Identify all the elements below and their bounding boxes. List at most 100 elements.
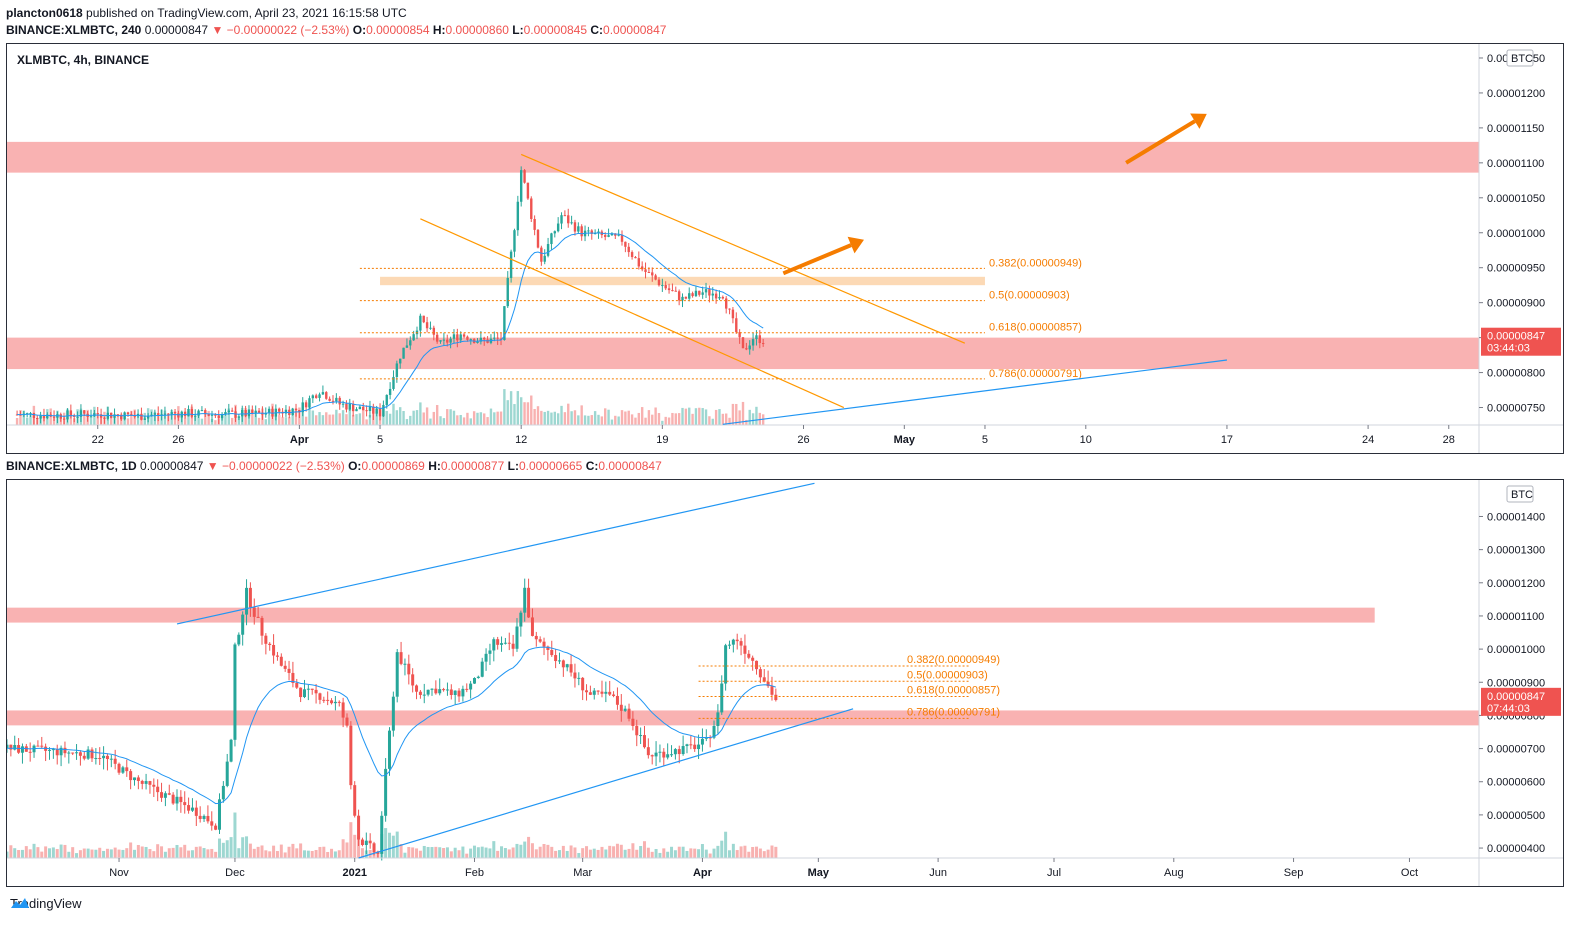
volume-bar bbox=[230, 417, 234, 425]
volume-bar bbox=[581, 848, 585, 858]
candle-body bbox=[46, 414, 49, 419]
chart-1d[interactable]: 0.382(0.00000949) 0.5(0.00000903) 0.618(0.… bbox=[6, 479, 1564, 887]
volume-bar bbox=[708, 416, 711, 425]
chart2-close: 0.00000847 bbox=[598, 459, 662, 473]
candle-body bbox=[466, 336, 469, 340]
volume-bar bbox=[617, 416, 620, 425]
candle-body bbox=[445, 689, 449, 691]
candle-body bbox=[573, 672, 577, 679]
candle-body bbox=[667, 288, 671, 291]
volume-bar bbox=[681, 846, 685, 858]
time-tick-label: 12 bbox=[515, 434, 527, 446]
volume-bar bbox=[693, 848, 697, 858]
candle-body bbox=[387, 730, 391, 769]
candle-body bbox=[565, 664, 569, 668]
candle-body bbox=[484, 653, 488, 662]
chart-4h-canvas[interactable]: 0.382(0.00000949) 0.5(0.00000903) 0.618(0.… bbox=[7, 44, 1563, 453]
candle-body bbox=[233, 644, 237, 740]
candle-body bbox=[452, 334, 456, 339]
volume-bar bbox=[422, 845, 426, 858]
volume-bar bbox=[143, 412, 146, 425]
price-tick-label: 0.00001300 bbox=[1487, 545, 1545, 557]
candle-body bbox=[762, 677, 766, 682]
candle-body bbox=[439, 340, 442, 342]
volume-bar bbox=[627, 410, 630, 425]
volume-bar bbox=[241, 837, 245, 858]
candle-body bbox=[345, 717, 349, 726]
volume-bar bbox=[503, 848, 507, 858]
volume-bar bbox=[311, 410, 315, 425]
volume-bar bbox=[681, 407, 684, 425]
candle-body bbox=[693, 744, 697, 750]
volume-bar bbox=[546, 844, 550, 858]
volume-bar bbox=[163, 410, 167, 425]
volume-bar bbox=[658, 852, 662, 858]
candle-body bbox=[727, 644, 731, 646]
volume-bar bbox=[585, 846, 589, 858]
volume-bar bbox=[391, 835, 395, 858]
candle-body bbox=[36, 745, 40, 747]
candle-body bbox=[283, 665, 287, 669]
volume-bar bbox=[403, 852, 407, 858]
candle-body bbox=[554, 655, 558, 662]
volume-bar bbox=[570, 411, 573, 425]
candle-body bbox=[163, 793, 167, 798]
candle-body bbox=[99, 414, 103, 418]
candle-body bbox=[150, 414, 153, 416]
volume-bar bbox=[17, 850, 21, 858]
candle-body bbox=[78, 752, 82, 756]
volume-bar bbox=[550, 412, 553, 425]
candle-body bbox=[581, 677, 585, 691]
candle-body bbox=[480, 661, 484, 677]
candle-body bbox=[183, 802, 187, 806]
candle-body bbox=[19, 414, 22, 416]
time-tick-label: 5 bbox=[377, 434, 383, 446]
last-price-label: 0.00000847 bbox=[1487, 331, 1545, 343]
volume-bar bbox=[509, 391, 513, 425]
candle-body bbox=[515, 626, 519, 649]
chart-1d-canvas[interactable]: 0.382(0.00000949) 0.5(0.00000903) 0.618(0.… bbox=[7, 480, 1563, 886]
volume-bar bbox=[254, 412, 257, 425]
volume-bar bbox=[429, 418, 432, 425]
candle-body bbox=[425, 322, 429, 329]
candle-body bbox=[140, 413, 143, 420]
chart-4h[interactable]: 0.382(0.00000949) 0.5(0.00000903) 0.618(0.… bbox=[6, 43, 1564, 454]
candle-body bbox=[256, 616, 260, 618]
volume-bar bbox=[52, 417, 56, 425]
volume-bar bbox=[56, 410, 59, 425]
volume-bar bbox=[86, 848, 90, 858]
countdown-label: 07:44:03 bbox=[1487, 703, 1530, 715]
author-name[interactable]: plancton0618 bbox=[6, 6, 83, 20]
chart-title: XLMBTC, 4h, BINANCE bbox=[17, 53, 149, 67]
moving-average-line bbox=[7, 646, 776, 805]
volume-bar bbox=[306, 850, 310, 858]
candle-body bbox=[662, 751, 666, 758]
volume-bar bbox=[515, 843, 519, 858]
candle-body bbox=[631, 718, 635, 726]
volume-bar bbox=[607, 409, 610, 425]
candle-body bbox=[251, 409, 254, 414]
candle-body bbox=[82, 755, 86, 759]
volume-bar bbox=[279, 844, 283, 858]
candle-body bbox=[557, 660, 561, 662]
volume-bar bbox=[83, 414, 86, 425]
volume-bar bbox=[132, 849, 136, 858]
candle-body bbox=[341, 403, 345, 405]
time-tick-label: 26 bbox=[172, 434, 184, 446]
volume-bar bbox=[580, 405, 583, 425]
volume-bar bbox=[439, 416, 442, 425]
volume-bar bbox=[217, 838, 221, 858]
volume-bar bbox=[341, 839, 345, 858]
volume-bar bbox=[583, 415, 587, 425]
volume-bar bbox=[325, 412, 328, 425]
chart1-open: 0.00000854 bbox=[366, 23, 430, 37]
candle-body bbox=[519, 170, 523, 202]
time-tick-label: Dec bbox=[225, 867, 245, 879]
candle-body bbox=[120, 414, 123, 420]
candle-body bbox=[739, 641, 743, 646]
volume-bar bbox=[362, 409, 365, 425]
candle-body bbox=[476, 676, 480, 679]
volume-bar bbox=[452, 410, 456, 425]
volume-bar bbox=[449, 409, 452, 425]
bullish-arrow-shaft bbox=[1125, 119, 1196, 165]
